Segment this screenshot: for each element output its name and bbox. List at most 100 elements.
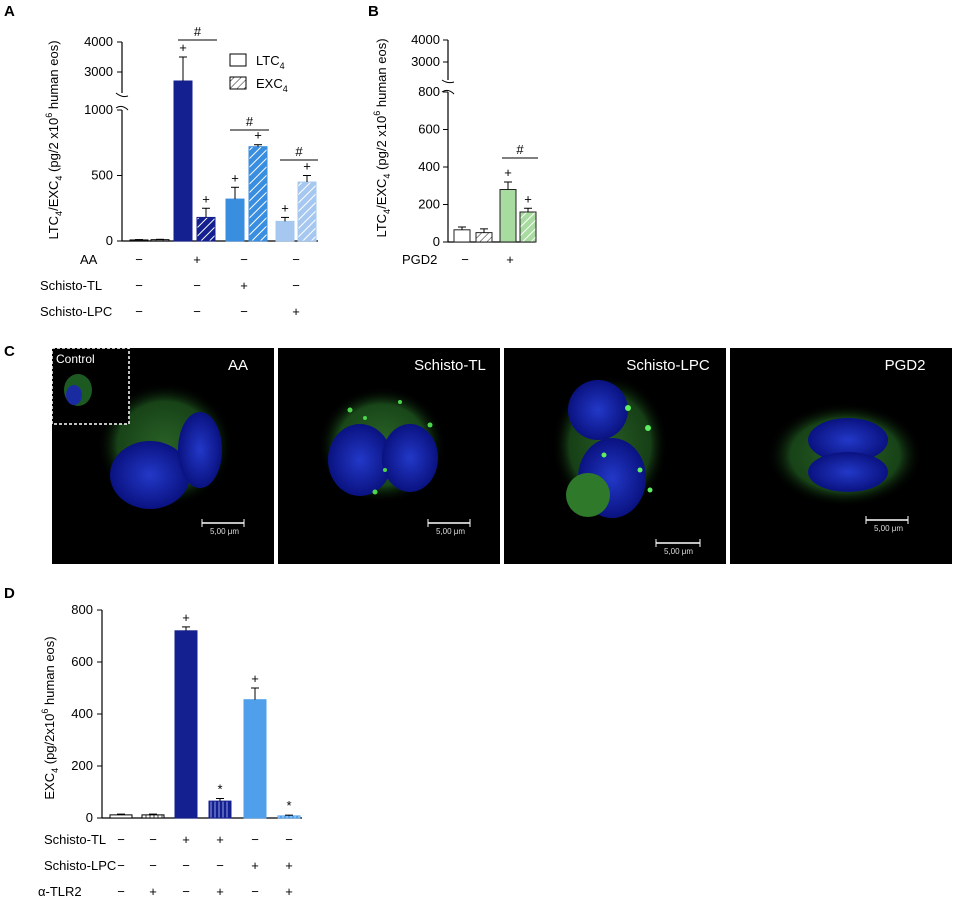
panel-a-sign: − <box>193 278 201 293</box>
panel-c-micrographs: Control AA 5,00 μm Schisto-TL 5,00 μm <box>51 347 952 564</box>
micrograph-schisto-tl: Schisto-TL 5,00 μm <box>278 348 500 564</box>
micrograph-aa-label: AA <box>228 357 248 374</box>
legend-exc4-swatch <box>229 76 247 90</box>
scale-bar-pgd2: 5,00 μm <box>874 524 903 533</box>
micrograph-schisto-lpc-label: Schisto-LPC <box>626 357 710 374</box>
panel-d-sign: − <box>149 832 157 847</box>
panel-a-annotation: + <box>281 200 289 215</box>
panel-a-ytick-label: 3000 <box>84 64 113 79</box>
panel-d-sign: − <box>117 832 125 847</box>
panel-a-sign: + <box>240 278 248 293</box>
panel-a-row-label: AA <box>80 252 98 267</box>
panel-a-sign: + <box>193 252 201 267</box>
panel-d-bar <box>277 815 301 819</box>
panel-a-annotation: + <box>254 128 262 143</box>
panel-d-bar <box>174 630 198 819</box>
panel-a-chart: LTC4/EXC4 (pg/2 x106 human eos) 0 500 1000… <box>40 24 318 319</box>
panel-d-sign: + <box>182 832 190 847</box>
panel-a-ylabel: LTC4/EXC4 (pg/2 x106 human eos) <box>44 40 64 239</box>
panel-b-ytick-label: 400 <box>418 159 440 174</box>
panel-b-ytick-label: 200 <box>418 197 440 212</box>
panel-b-bar <box>453 229 471 243</box>
panel-d-sign: + <box>285 858 293 873</box>
panel-a-row-label: Schisto-TL <box>40 278 102 293</box>
panel-d-row-label: α-TLR2 <box>38 884 82 899</box>
panel-a-bar <box>225 198 245 242</box>
panel-a-ytick-label: 0 <box>106 233 113 248</box>
panel-b-bar <box>499 189 517 243</box>
panel-b-bar <box>475 232 493 243</box>
panel-d-annotation: + <box>251 671 259 686</box>
panel-a-sign: + <box>292 304 300 319</box>
panel-d-chart: EXC4 (pg/2x106 human eos) 0200400600800 … <box>38 602 302 899</box>
panel-b-ytick-label: 800 <box>418 84 440 99</box>
panel-a-significance-label: # <box>246 114 254 129</box>
panel-a-annotation: + <box>303 159 311 174</box>
panel-letter-a: A <box>4 3 15 20</box>
panel-b-sign: + <box>506 252 514 267</box>
panel-b-annotation: + <box>524 191 532 206</box>
panel-d-sign: − <box>251 884 259 899</box>
panel-d-ytick-label: 800 <box>71 602 93 617</box>
panel-b-axis-break <box>441 79 455 95</box>
panel-d-sign: − <box>149 858 157 873</box>
panel-a-sign: − <box>135 304 143 319</box>
panel-d-bar <box>208 800 232 819</box>
panel-b-ytick-label: 4000 <box>411 32 440 47</box>
inset-control-label: Control <box>56 352 95 366</box>
micrograph-aa: Control AA 5,00 μm <box>51 347 274 564</box>
panel-d-sign: − <box>182 884 190 899</box>
panel-a-bar <box>248 146 268 242</box>
panel-d-sign: − <box>251 832 259 847</box>
panel-d-ylabel: EXC4 (pg/2x106 human eos) <box>40 636 60 799</box>
panel-d-ytick-label: 200 <box>71 758 93 773</box>
panel-d-bar <box>109 814 133 819</box>
panel-d-sign: + <box>251 858 259 873</box>
panel-b-ytick-label: 3000 <box>411 54 440 69</box>
micrograph-schisto-lpc: Schisto-LPC 5,00 μm <box>504 348 726 564</box>
panel-a-sign: − <box>135 278 143 293</box>
panel-a-sign: − <box>292 278 300 293</box>
panel-b-row-label: PGD2 <box>402 252 437 267</box>
panel-a-sign: − <box>193 304 201 319</box>
panel-d-sign: − <box>216 858 224 873</box>
panel-b-ytick-label: 600 <box>418 122 440 137</box>
panel-a-bar <box>196 216 216 242</box>
panel-d-annotation: + <box>182 610 190 625</box>
panel-d-sign: − <box>117 884 125 899</box>
panel-d-sign: − <box>182 858 190 873</box>
panel-a-ytick-label: 500 <box>91 168 113 183</box>
panel-a-significance-label: # <box>295 144 303 159</box>
scale-bar-schisto-tl: 5,00 μm <box>436 527 465 536</box>
panel-a-bar <box>150 239 170 242</box>
panel-a-annotation: + <box>231 170 239 185</box>
micrograph-pgd2: PGD2 5,00 μm <box>730 348 952 564</box>
legend-ltc4-label: LTC4 <box>256 53 285 71</box>
micrograph-pgd2-label: PGD2 <box>885 357 926 374</box>
panel-letter-c: C <box>4 343 15 360</box>
panel-a-bar <box>297 181 317 242</box>
panel-a-bar <box>173 80 193 242</box>
panel-d-row-label: Schisto-LPC <box>44 858 116 873</box>
panel-d-annotation: * <box>286 798 291 813</box>
panel-a-sign: − <box>135 252 143 267</box>
panel-a-bar <box>275 220 295 242</box>
panel-a-sign: − <box>240 304 248 319</box>
panel-b-ylabel: LTC4/EXC4 (pg/2 x106 human eos) <box>372 38 392 237</box>
legend-ltc4-swatch <box>229 53 247 67</box>
panel-a-annotation: + <box>202 191 210 206</box>
panel-letter-b: B <box>368 3 379 20</box>
scale-bar-aa: 5,00 μm <box>210 527 239 536</box>
panel-d-sign: + <box>216 884 224 899</box>
panel-d-row-label: Schisto-TL <box>44 832 106 847</box>
panel-d-sign: + <box>149 884 157 899</box>
panel-d-ytick-label: 400 <box>71 706 93 721</box>
panel-d-ytick-label: 600 <box>71 654 93 669</box>
scale-bar-schisto-lpc: 5,00 μm <box>664 547 693 556</box>
panel-d-sign: − <box>117 858 125 873</box>
panel-d-bar <box>141 814 165 819</box>
panel-d-sign: + <box>285 884 293 899</box>
micrograph-schisto-tl-label: Schisto-TL <box>414 357 486 374</box>
panel-a-ytick-label: 1000 <box>84 102 113 117</box>
panel-a-axis-break <box>115 92 129 111</box>
